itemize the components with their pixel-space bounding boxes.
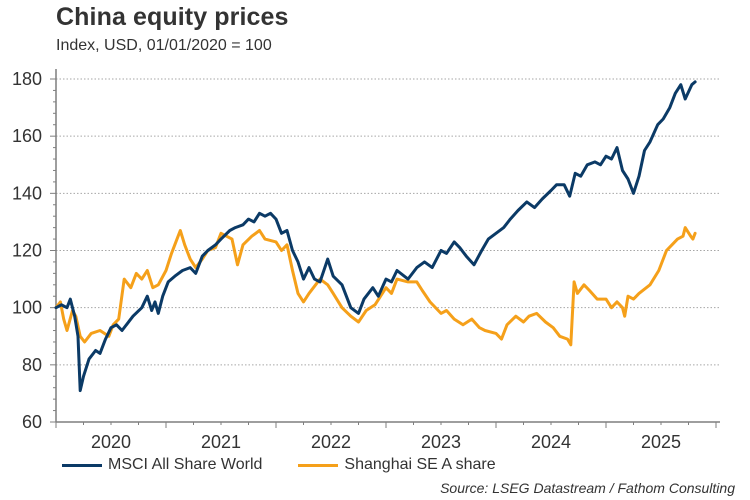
legend-item-shanghai: Shanghai SE A share bbox=[298, 456, 496, 474]
axes bbox=[50, 69, 720, 428]
legend: MSCI All Share World Shanghai SE A share bbox=[62, 456, 532, 474]
x-tick-label: 2024 bbox=[531, 432, 571, 452]
legend-label-msci: MSCI All Share World bbox=[108, 456, 263, 473]
y-tick-label: 60 bbox=[22, 412, 42, 432]
legend-swatch-shanghai bbox=[298, 463, 339, 467]
x-tick-label: 2021 bbox=[201, 432, 241, 452]
source-note: Source: LSEG Datastream / Fathom Consult… bbox=[440, 480, 735, 496]
gridlines bbox=[56, 78, 720, 366]
chart-title: China equity prices bbox=[56, 3, 289, 31]
y-tick-labels: 60 80 100 120 140 160 180 bbox=[12, 69, 42, 432]
x-tick-label: 2020 bbox=[91, 432, 131, 452]
x-tick-label: 2023 bbox=[421, 432, 461, 452]
x-tick-label: 2025 bbox=[641, 432, 681, 452]
y-tick-label: 160 bbox=[12, 126, 42, 146]
chart-subtitle: Index, USD, 01/01/2020 = 100 bbox=[56, 37, 272, 54]
y-tick-label: 180 bbox=[12, 69, 42, 89]
y-tick-label: 80 bbox=[22, 355, 42, 375]
legend-label-shanghai: Shanghai SE A share bbox=[344, 456, 496, 473]
series-line-msci bbox=[54, 80, 697, 393]
series-line-shanghai bbox=[54, 226, 697, 347]
y-tick-label: 100 bbox=[12, 298, 42, 318]
legend-item-msci: MSCI All Share World bbox=[62, 456, 262, 474]
x-tick-labels: 2020 2021 2022 2023 2024 2025 bbox=[91, 432, 681, 452]
series-lines bbox=[54, 80, 697, 393]
x-tick-label: 2022 bbox=[311, 432, 351, 452]
y-tick-label: 140 bbox=[12, 183, 42, 203]
y-tick-label: 120 bbox=[12, 241, 42, 261]
legend-swatch-msci bbox=[62, 463, 102, 467]
